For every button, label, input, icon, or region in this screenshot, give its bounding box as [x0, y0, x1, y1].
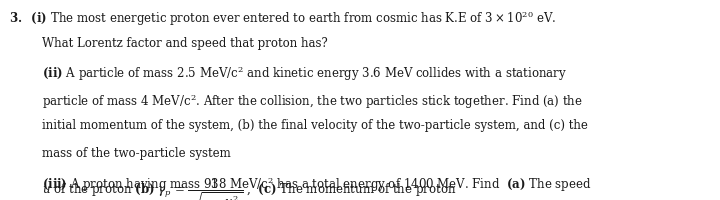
Text: What Lorentz factor and speed that proton has?: What Lorentz factor and speed that proto… [42, 37, 328, 50]
Text: mass of the two-particle system: mass of the two-particle system [42, 147, 230, 160]
Text: $u$ of the proton $\mathbf{(b)}$ $\gamma_p$ = $\dfrac{1}{\sqrt{1-\dfrac{u^2}{c^2: $u$ of the proton $\mathbf{(b)}$ $\gamma… [42, 177, 456, 200]
Text: particle of mass 4 MeV/c$^2$. After the collision, the two particles stick toget: particle of mass 4 MeV/c$^2$. After the … [42, 92, 582, 111]
Text: initial momentum of the system, (b) the final velocity of the two-particle syste: initial momentum of the system, (b) the … [42, 119, 588, 132]
Text: $\mathbf{(iii)}$ A proton having mass 938 MeV/c$^2$ has a total energy of 1400 M: $\mathbf{(iii)}$ A proton having mass 93… [42, 175, 591, 194]
Text: $\mathbf{3.}$  $\mathbf{(i)}$ The most energetic proton ever entered to earth fr: $\mathbf{3.}$ $\mathbf{(i)}$ The most en… [9, 9, 557, 28]
Text: $\mathbf{(ii)}$ A particle of mass 2.5 MeV/c$^2$ and kinetic energy 3.6 MeV coll: $\mathbf{(ii)}$ A particle of mass 2.5 M… [42, 64, 567, 83]
